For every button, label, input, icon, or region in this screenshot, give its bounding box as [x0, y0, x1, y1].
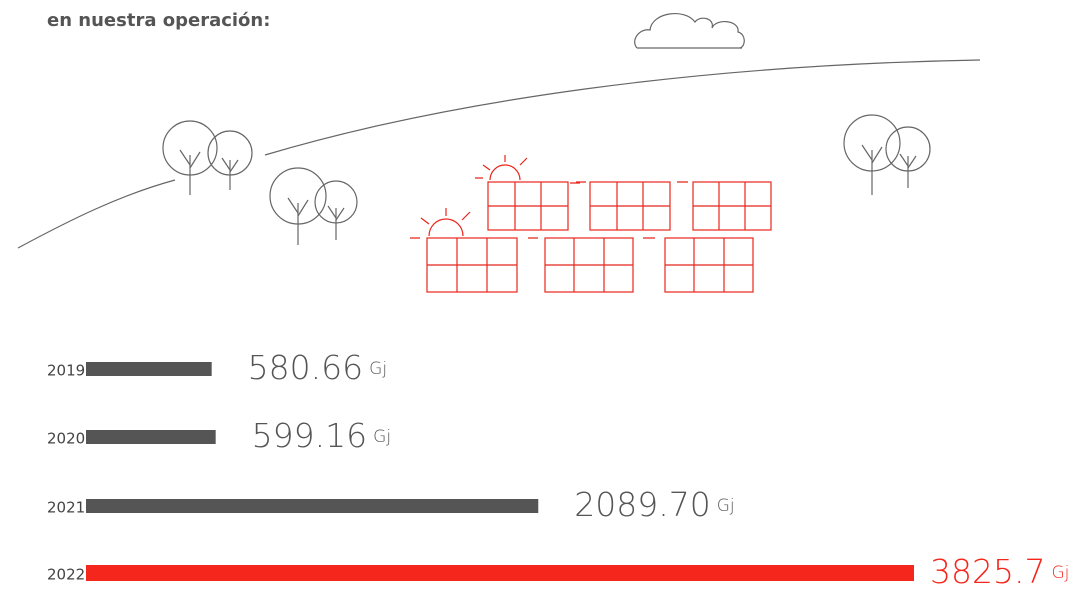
- value-label: 599.16 Gj: [252, 416, 391, 455]
- value-text: 2089.70: [574, 485, 710, 524]
- unit: Gj: [373, 427, 391, 447]
- value-text: 580.66: [248, 348, 363, 387]
- bar: [86, 430, 216, 444]
- category-label: 2019: [47, 362, 85, 380]
- category-label: 2020: [47, 430, 85, 448]
- value-text: 599.16: [252, 416, 367, 455]
- illustration: [17, 13, 981, 293]
- category-label: 2022: [47, 566, 85, 584]
- value-label: 580.66 Gj: [248, 348, 387, 387]
- unit: Gj: [717, 496, 735, 516]
- value-text: 3825.7: [930, 552, 1045, 590]
- bar: [86, 565, 914, 581]
- unit: Gj: [1051, 563, 1069, 583]
- category-label: 2021: [47, 499, 85, 517]
- value-label: 2089.70 Gj: [574, 485, 734, 524]
- value-label: 3825.7 Gj: [930, 552, 1069, 590]
- bar: [86, 362, 212, 376]
- bar: [86, 499, 539, 513]
- subtitle: en nuestra operación:: [47, 10, 270, 31]
- unit: Gj: [369, 359, 387, 379]
